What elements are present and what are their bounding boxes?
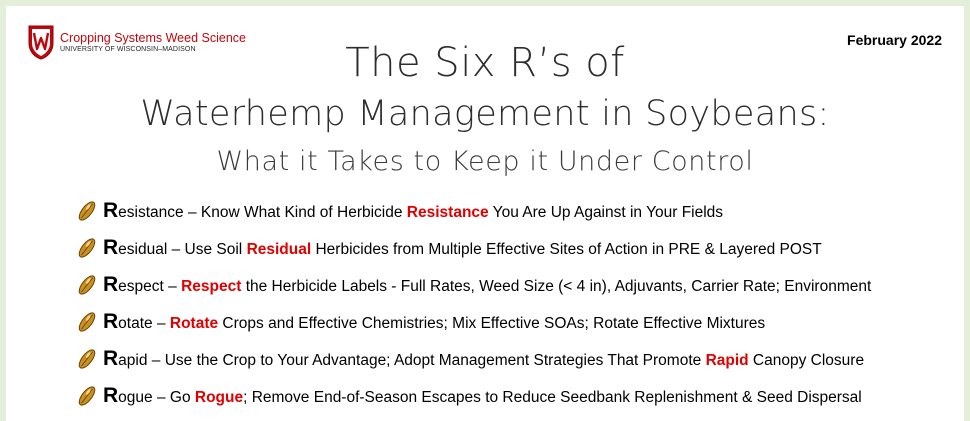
item-text-end: ; Remove End-of-Season Escapes to Reduce… (243, 389, 862, 406)
list-item: Residual – Use Soil Residual Herbicides … (76, 229, 956, 266)
item-text-end: Crops and Effective Chemistries; Mix Eff… (218, 315, 765, 332)
item-text-end: Herbicides from Multiple Effective Sites… (311, 241, 822, 258)
r-letter: R (103, 384, 118, 407)
item-term: espect (118, 278, 164, 295)
item-highlight: Rapid (706, 352, 749, 369)
item-term: esidual (118, 241, 167, 258)
item-highlight: Rogue (195, 389, 243, 406)
wheat-grain-icon (76, 309, 98, 335)
item-highlight: Resistance (407, 204, 489, 221)
list-item: Respect – Respect the Herbicide Labels -… (76, 266, 956, 303)
item-highlight: Rotate (170, 315, 218, 332)
item-term: otate (118, 315, 152, 332)
item-text-end: Canopy Closure (749, 352, 864, 369)
list-item: Resistance – Know What Kind of Herbicide… (76, 192, 956, 229)
document-page: Cropping Systems Weed Science UNIVERSITY… (6, 6, 964, 421)
item-highlight: Residual (247, 241, 312, 258)
r-letter: R (103, 199, 118, 222)
list-item: Rapid – Use the Crop to Your Advantage; … (76, 340, 956, 377)
item-term: esistance (118, 204, 183, 221)
item-text: – Go (153, 389, 195, 406)
item-term: ogue (118, 389, 152, 406)
title-line-2: Waterhemp Management in Soybeans: (6, 94, 964, 134)
wheat-grain-icon (76, 235, 98, 261)
r-letter: R (103, 347, 118, 370)
title-line-3: What it Takes to Keep it Under Control (6, 146, 964, 177)
item-text: – Use Soil (167, 241, 246, 258)
wheat-grain-icon (76, 383, 98, 409)
item-text-end: You Are Up Against in Your Fields (489, 204, 723, 221)
list-item: Rotate – Rotate Crops and Effective Chem… (76, 303, 956, 340)
item-text: – Use the Crop to Your Advantage; Adopt … (147, 352, 705, 369)
wheat-grain-icon (76, 198, 98, 224)
item-text: – Know What Kind of Herbicide (184, 204, 407, 221)
item-term: apid (118, 352, 147, 369)
item-highlight: Respect (181, 278, 241, 295)
item-text: – (153, 315, 170, 332)
r-letter: R (103, 236, 118, 259)
wheat-grain-icon (76, 346, 98, 372)
six-rs-list: Resistance – Know What Kind of Herbicide… (76, 192, 956, 414)
r-letter: R (103, 310, 118, 333)
r-letter: R (103, 273, 118, 296)
list-item: Rogue – Go Rogue; Remove End-of-Season E… (76, 377, 956, 414)
item-text-end: the Herbicide Labels - Full Rates, Weed … (241, 278, 871, 295)
wheat-grain-icon (76, 272, 98, 298)
title-line-1: The Six R’s of (6, 40, 964, 86)
item-text: – (164, 278, 181, 295)
